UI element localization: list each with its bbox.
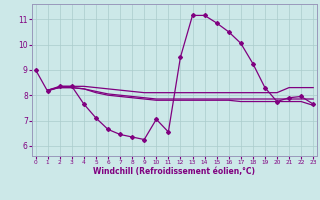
X-axis label: Windchill (Refroidissement éolien,°C): Windchill (Refroidissement éolien,°C) (93, 167, 255, 176)
